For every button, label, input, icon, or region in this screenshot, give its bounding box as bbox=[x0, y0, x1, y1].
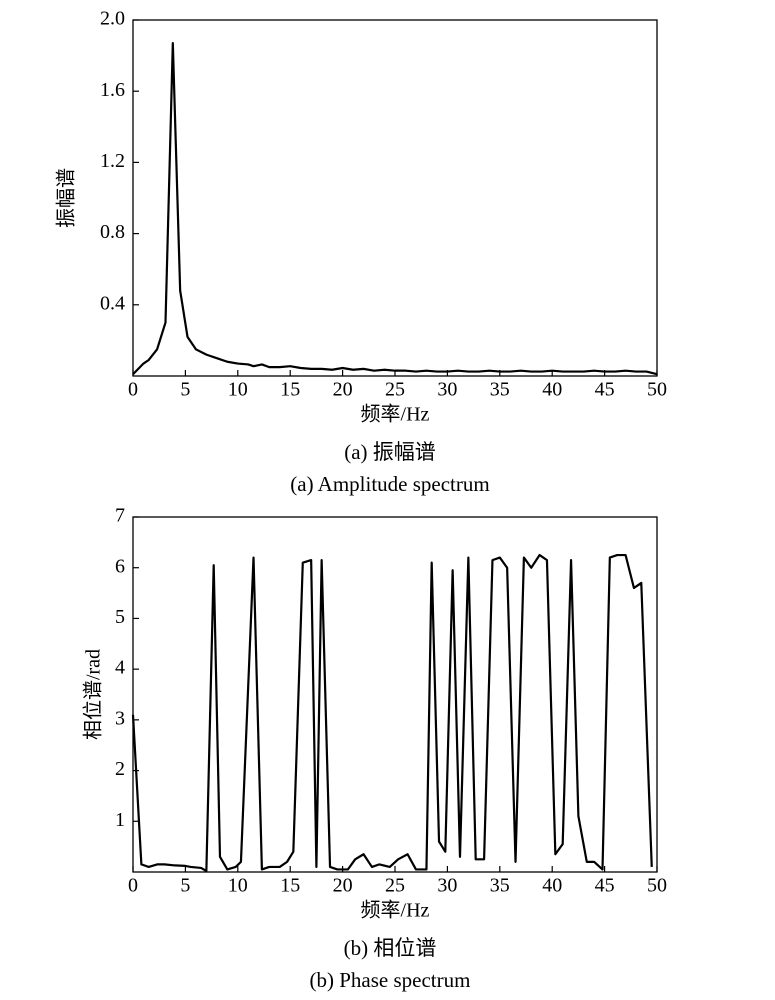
plot-frame bbox=[132, 19, 658, 377]
y-tick-label: 6 bbox=[115, 555, 125, 577]
x-axis-label: 频率/Hz bbox=[361, 403, 430, 426]
y-tick-label: 0.8 bbox=[100, 221, 125, 243]
x-axis-label: 频率/Hz bbox=[361, 899, 430, 922]
y-tick-label: 1.6 bbox=[100, 79, 125, 101]
y-tick-label: 1 bbox=[115, 809, 125, 831]
x-tick-label: 50 bbox=[647, 875, 667, 897]
x-tick-label: 45 bbox=[595, 379, 615, 401]
y-tick-label: 3 bbox=[115, 707, 125, 729]
y-tick-label: 2 bbox=[115, 758, 125, 780]
x-tick-label: 35 bbox=[490, 875, 510, 897]
y-axis-label: 相位谱/rad bbox=[82, 649, 105, 740]
caption: (a) 振幅谱 bbox=[344, 440, 436, 464]
x-tick-label: 0 bbox=[128, 875, 138, 897]
y-axis-label: 振幅谱 bbox=[55, 168, 78, 228]
x-tick-label: 10 bbox=[228, 379, 248, 401]
y-tick-label: 4 bbox=[115, 657, 125, 679]
x-tick-label: 30 bbox=[437, 379, 457, 401]
x-tick-label: 40 bbox=[542, 875, 562, 897]
caption: (b) 相位谱 bbox=[344, 936, 437, 960]
x-tick-label: 35 bbox=[490, 379, 510, 401]
x-tick-label: 45 bbox=[595, 875, 615, 897]
x-tick-label: 20 bbox=[333, 379, 353, 401]
x-tick-label: 0 bbox=[128, 379, 138, 401]
y-tick-label: 5 bbox=[115, 606, 125, 628]
x-tick-label: 30 bbox=[437, 875, 457, 897]
caption-en: (b) Phase spectrum bbox=[310, 968, 471, 992]
x-tick-label: 15 bbox=[280, 875, 300, 897]
x-tick-label: 40 bbox=[542, 379, 562, 401]
y-tick-label: 1.2 bbox=[100, 150, 125, 172]
x-tick-label: 25 bbox=[385, 875, 405, 897]
x-tick-label: 25 bbox=[385, 379, 405, 401]
x-tick-label: 5 bbox=[180, 875, 190, 897]
y-tick-label: 7 bbox=[115, 505, 125, 527]
data-line bbox=[132, 42, 658, 376]
x-tick-label: 15 bbox=[280, 379, 300, 401]
x-tick-label: 50 bbox=[647, 379, 667, 401]
x-tick-label: 10 bbox=[228, 875, 248, 897]
y-tick-label: 2.0 bbox=[100, 8, 125, 30]
x-tick-label: 20 bbox=[333, 875, 353, 897]
data-line bbox=[131, 553, 653, 873]
caption-en: (a) Amplitude spectrum bbox=[290, 472, 489, 496]
y-tick-label: 0.4 bbox=[100, 292, 125, 314]
x-tick-label: 5 bbox=[180, 379, 190, 401]
